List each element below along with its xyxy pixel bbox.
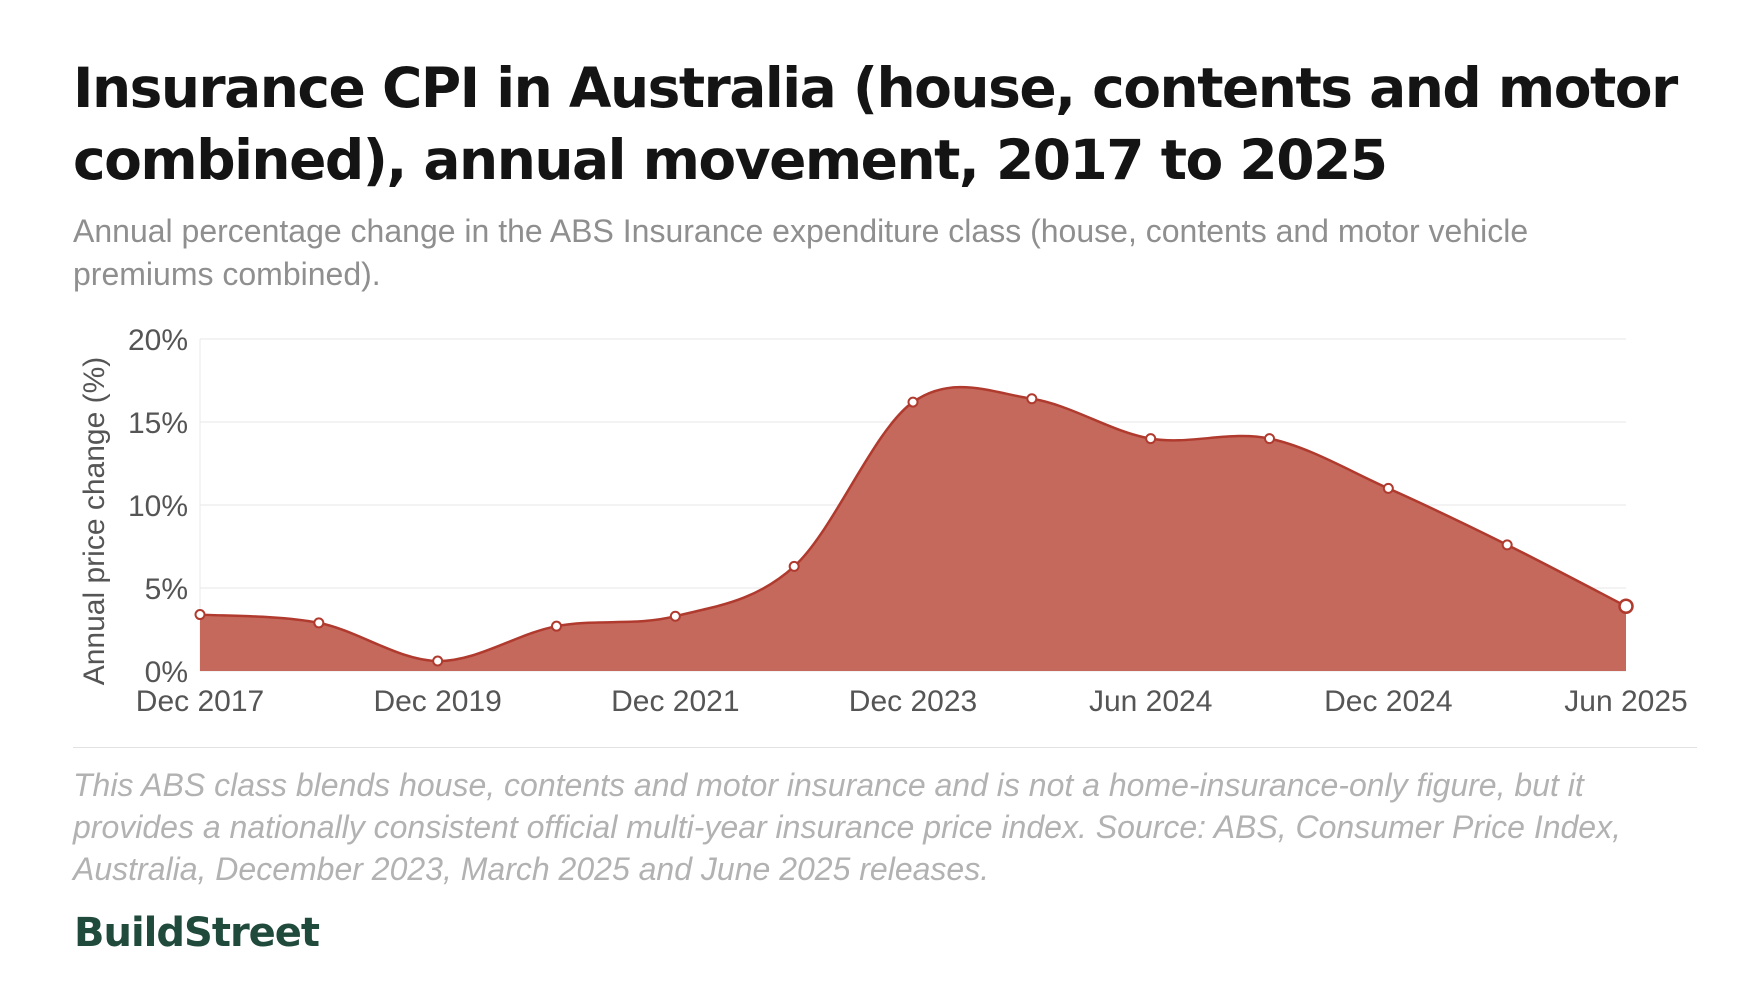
x-tick-label: Jun 2024	[1089, 685, 1212, 718]
data-markers	[194, 393, 1634, 667]
data-point	[432, 655, 444, 667]
x-tick-label: Dec 2021	[611, 685, 739, 718]
data-point	[1501, 539, 1513, 551]
data-point	[1026, 393, 1038, 405]
y-tick-label: 0%	[145, 656, 188, 689]
x-tick-label: Dec 2024	[1324, 685, 1452, 718]
chart-subtitle: Annual percentage change in the ABS Insu…	[73, 213, 1529, 292]
y-tick-label: 5%	[145, 573, 188, 606]
data-point	[1618, 598, 1634, 615]
y-axis-ticks: 0% 5% 10% 15% 20%	[128, 324, 188, 689]
x-tick-label: Dec 2019	[373, 685, 501, 718]
data-point	[194, 609, 206, 621]
x-axis-ticks: Dec 2017 Dec 2019 Dec 2021 Dec 2023 Jun 2024…	[136, 685, 1688, 718]
y-axis-label: Annual price change (%)	[78, 357, 111, 686]
data-point	[551, 620, 562, 632]
y-tick-label: 10%	[128, 490, 188, 523]
data-point	[1264, 433, 1275, 445]
data-point	[788, 560, 800, 572]
data-point	[669, 610, 681, 622]
chart-title: Insurance CPI in Australia (house, conte…	[73, 56, 1678, 192]
brand-logo: BuildStreet	[74, 910, 320, 956]
y-tick-label: 20%	[128, 324, 188, 357]
source-note: This ABS class blends house, contents an…	[73, 767, 1621, 887]
y-tick-label: 15%	[128, 407, 188, 440]
divider	[73, 747, 1697, 748]
area-series	[199, 385, 1627, 671]
area-fill	[200, 387, 1626, 671]
x-tick-label: Jun 2025	[1564, 685, 1687, 718]
x-tick-label: Dec 2017	[136, 685, 264, 718]
data-point	[313, 617, 325, 629]
data-point	[1145, 433, 1157, 445]
x-tick-label: Dec 2023	[849, 685, 977, 718]
data-point	[1382, 482, 1394, 494]
data-point	[907, 396, 919, 408]
